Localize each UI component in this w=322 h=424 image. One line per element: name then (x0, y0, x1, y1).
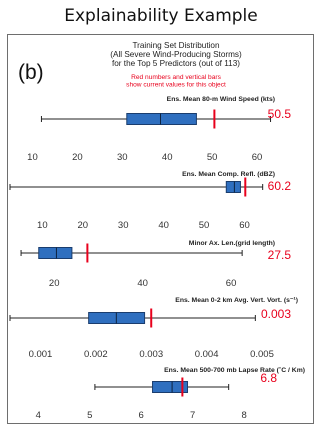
tick-label: 0.003 (139, 349, 163, 360)
page-title: Explainability Example (64, 6, 258, 26)
tick-label: 10 (27, 152, 38, 163)
chart-title-line: Training Set Distribution (132, 41, 220, 50)
predictor-label: Ens. Mean 500-700 mb Lapse Rate (˚C / Km… (164, 366, 305, 374)
tick-label: 40 (158, 220, 169, 231)
tick-label: 20 (77, 220, 88, 231)
iqr-box (225, 181, 241, 193)
tick-label: 5 (87, 410, 92, 421)
tick-label: 10 (37, 220, 48, 231)
current-value-label: 6.8 (260, 371, 277, 385)
current-value-label: 60.2 (268, 179, 292, 193)
tick-label: 0.004 (195, 349, 219, 360)
predictor-label: Minor Ax. Len.(grid length) (189, 240, 275, 247)
tick-label: 60 (252, 152, 263, 163)
box-plot-figure: (b) Training Set Distribution (All Sever… (9, 41, 305, 421)
current-value-label: 50.5 (268, 107, 292, 121)
tick-label: 0.001 (29, 349, 53, 360)
current-value-label: 27.5 (268, 248, 292, 262)
tick-label: 20 (72, 152, 83, 163)
note-line: Red numbers and vertical bars (131, 74, 221, 81)
tick-label: 30 (118, 220, 129, 231)
tick-label: 60 (226, 278, 237, 289)
predictor-label: Ens. Mean 80-m Wind Speed (kts) (167, 96, 275, 103)
tick-label: 40 (137, 278, 148, 289)
iqr-box (126, 113, 197, 125)
tick-label: 40 (162, 152, 173, 163)
figure-panel: (b) Training Set Distribution (All Sever… (7, 34, 314, 424)
tick-label: 20 (49, 278, 60, 289)
tick-label: 4 (36, 410, 41, 421)
tick-label: 50 (207, 152, 218, 163)
panel-label: (b) (18, 61, 44, 84)
chart-title-line: (All Severe Wind-Producing Storms) (110, 50, 242, 59)
chart-title-line: for the Top 5 Predictors (out of 113) (112, 59, 240, 68)
box-plots: Ens. Mean 80-m Wind Speed (kts) 50.5 10 20 3… (9, 96, 305, 421)
iqr-box (38, 247, 73, 259)
current-value-label: 0.003 (261, 307, 291, 321)
tick-label: 60 (239, 220, 250, 231)
tick-label: 7 (190, 410, 195, 421)
predictor-label: Ens. Mean Comp. Refl. (dBZ) (182, 171, 275, 178)
tick-label: 6 (139, 410, 144, 421)
tick-label: 8 (241, 410, 246, 421)
note-line: show current values for this object (126, 82, 226, 89)
iqr-box (152, 381, 189, 393)
tick-label: 0.002 (84, 349, 108, 360)
tick-label: 50 (199, 220, 210, 231)
predictor-label: Ens. Mean 0-2 km Avg. Vert. Vort. (s⁻¹) (175, 297, 298, 304)
tick-label: 0.005 (250, 349, 274, 360)
tick-label: 30 (117, 152, 128, 163)
